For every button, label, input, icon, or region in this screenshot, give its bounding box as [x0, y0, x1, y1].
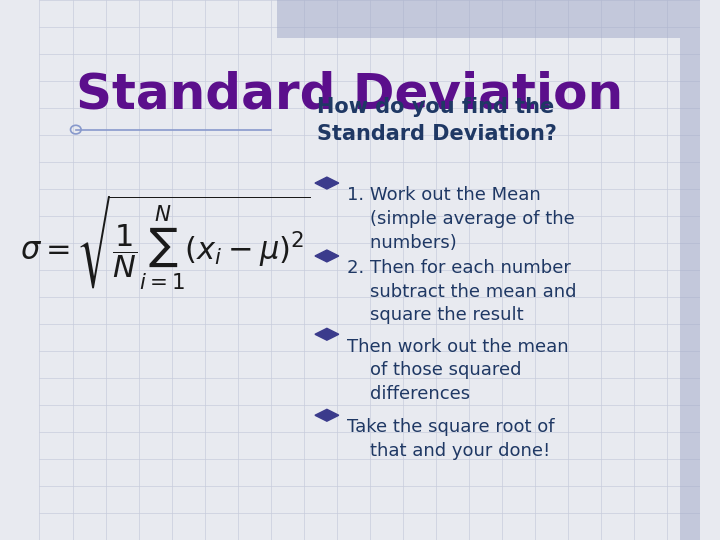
Text: Take the square root of
    that and your done!: Take the square root of that and your do… — [347, 418, 554, 460]
Bar — [680, 38, 700, 540]
Polygon shape — [315, 409, 339, 421]
Polygon shape — [315, 328, 339, 340]
Polygon shape — [315, 250, 339, 262]
Text: Then work out the mean
    of those squared
    differences: Then work out the mean of those squared … — [347, 338, 568, 403]
Text: Standard Deviation: Standard Deviation — [76, 70, 623, 118]
Text: $\sigma = \sqrt{\dfrac{1}{N}\sum_{i=1}^{N}(x_i - \mu)^2}$: $\sigma = \sqrt{\dfrac{1}{N}\sum_{i=1}^{… — [19, 193, 310, 293]
Bar — [277, 0, 700, 38]
Text: 1. Work out the Mean
    (simple average of the
    numbers): 1. Work out the Mean (simple average of … — [347, 186, 575, 252]
Polygon shape — [315, 177, 339, 189]
Text: How do you find the
Standard Deviation?: How do you find the Standard Deviation? — [317, 97, 557, 144]
Text: 2. Then for each number
    subtract the mean and
    square the result: 2. Then for each number subtract the mea… — [347, 259, 576, 325]
